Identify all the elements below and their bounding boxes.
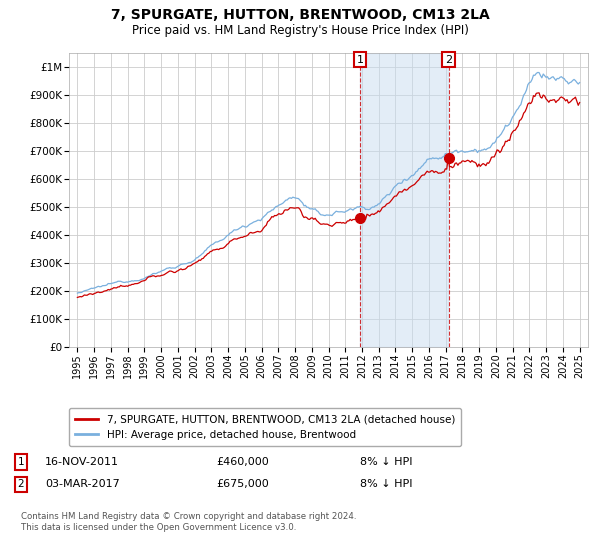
Text: 8% ↓ HPI: 8% ↓ HPI xyxy=(360,479,413,489)
Text: 7, SPURGATE, HUTTON, BRENTWOOD, CM13 2LA: 7, SPURGATE, HUTTON, BRENTWOOD, CM13 2LA xyxy=(110,8,490,22)
Text: £675,000: £675,000 xyxy=(216,479,269,489)
Text: Price paid vs. HM Land Registry's House Price Index (HPI): Price paid vs. HM Land Registry's House … xyxy=(131,24,469,36)
Text: 2: 2 xyxy=(17,479,25,489)
Text: 2: 2 xyxy=(445,55,452,64)
Text: Contains HM Land Registry data © Crown copyright and database right 2024.
This d: Contains HM Land Registry data © Crown c… xyxy=(21,512,356,532)
Text: 1: 1 xyxy=(17,457,25,467)
Text: 8% ↓ HPI: 8% ↓ HPI xyxy=(360,457,413,467)
Text: 16-NOV-2011: 16-NOV-2011 xyxy=(45,457,119,467)
Legend: 7, SPURGATE, HUTTON, BRENTWOOD, CM13 2LA (detached house), HPI: Average price, d: 7, SPURGATE, HUTTON, BRENTWOOD, CM13 2LA… xyxy=(69,408,461,446)
Text: 03-MAR-2017: 03-MAR-2017 xyxy=(45,479,120,489)
Text: £460,000: £460,000 xyxy=(216,457,269,467)
Text: 1: 1 xyxy=(356,55,364,64)
